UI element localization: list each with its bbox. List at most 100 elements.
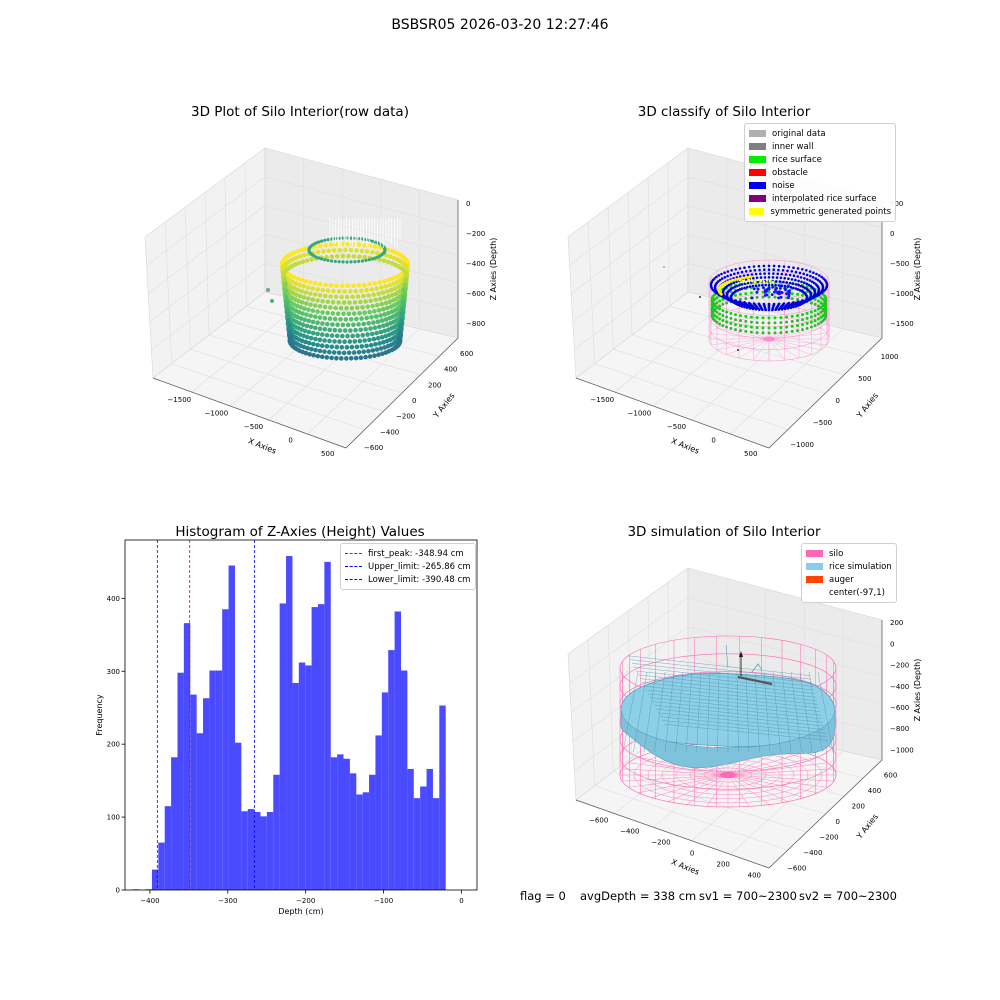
p1-point <box>349 344 355 350</box>
p2-noise-point <box>812 271 815 275</box>
p1-point <box>283 281 288 287</box>
p2-symmetric-point <box>771 280 775 284</box>
p2-noise-point <box>788 281 792 285</box>
p1-point <box>328 294 333 299</box>
legend-entry: obstacle <box>749 166 891 179</box>
p2-noise-point <box>780 272 784 276</box>
p2-noise-point <box>762 286 765 290</box>
p2-rice-point <box>819 315 823 319</box>
p1-point <box>343 317 349 322</box>
p2-noise-point <box>802 281 806 285</box>
p4-rice-mesh <box>635 670 815 691</box>
p2-noise-point <box>720 277 724 280</box>
p1-point <box>334 333 340 339</box>
p1-point <box>362 282 367 288</box>
p2-rice-point <box>796 329 799 333</box>
p2-x-tick: −1500 <box>590 396 614 404</box>
histogram-x-tick: −300 <box>218 897 237 905</box>
p2-rice-point <box>816 317 820 321</box>
histogram-bar <box>266 811 274 890</box>
p2-noise-point <box>740 287 744 290</box>
p1-point <box>379 301 385 307</box>
p1-point <box>385 305 390 311</box>
p1-point <box>370 257 374 261</box>
p2-symmetric-point <box>747 278 751 282</box>
p1-point <box>370 239 374 243</box>
p2-noise-point <box>776 272 779 276</box>
p1-point <box>320 310 325 315</box>
p2-x-tick: 0 <box>711 436 715 444</box>
p1-point <box>345 241 351 247</box>
p2-original-point <box>737 349 739 351</box>
p1-point <box>372 244 378 249</box>
p2-rice-point <box>816 312 820 316</box>
p1-point <box>341 311 346 317</box>
p1-point <box>390 276 395 282</box>
p2-noise-point <box>787 296 790 300</box>
p2-symmetric-point <box>744 276 748 279</box>
p4-rice-mesh <box>675 671 684 753</box>
p1-point <box>317 326 323 332</box>
p2-y-tick: −500 <box>813 419 832 427</box>
p2-noise-point <box>770 293 774 296</box>
p1-point <box>389 309 395 315</box>
p2-noise-point <box>794 287 798 290</box>
p2-rice-point <box>744 329 748 333</box>
p4-rice-mesh <box>736 671 739 753</box>
p1-point <box>270 299 274 303</box>
p1-point <box>350 294 356 300</box>
p2-grid-y <box>627 192 826 394</box>
histogram-x-tick: −400 <box>140 897 159 905</box>
p4-center-arrow <box>739 651 743 657</box>
p1-point <box>367 337 372 343</box>
p1-point <box>301 284 307 289</box>
p1-point <box>298 305 303 310</box>
p1-point <box>308 302 313 308</box>
p2-noise-point <box>777 264 781 268</box>
p2-y-tick: −1000 <box>790 441 814 449</box>
p2-rice-point <box>755 295 759 299</box>
p2-noise-point <box>784 273 788 276</box>
p4-rice-mesh <box>772 671 781 753</box>
p1-point <box>325 310 330 316</box>
histogram-legend: first_peak: -348.94 cm Upper_limit: -265.… <box>340 543 476 590</box>
p2-noise-point <box>759 272 762 276</box>
p1-point <box>356 322 361 327</box>
p1-point <box>345 322 351 328</box>
p2-noise-point <box>765 293 769 297</box>
p1-point <box>266 288 270 292</box>
p1-point <box>373 314 379 319</box>
p2-noise-point <box>757 264 761 268</box>
histogram-frame <box>124 539 478 891</box>
p2-noise-point <box>805 282 808 286</box>
p1-point <box>331 350 337 355</box>
histogram-bar <box>407 768 414 890</box>
histogram-x-tick: 0 <box>459 897 463 905</box>
p1-point <box>295 276 300 282</box>
p1-point <box>367 258 371 262</box>
p1-point <box>378 346 384 351</box>
p1-point <box>322 349 327 354</box>
p2-rice-point <box>729 316 733 320</box>
p2-noise-point <box>771 276 775 279</box>
p2-noise-point <box>777 308 781 311</box>
p4-rice-mesh <box>643 671 657 753</box>
p1-point <box>297 282 303 288</box>
p1-point <box>317 293 323 298</box>
p1-point <box>363 354 368 360</box>
p4-y-tick: −200 <box>819 833 838 841</box>
p2-noise-point <box>774 308 777 312</box>
p1-point <box>282 277 287 282</box>
p2-rice-point <box>721 309 725 313</box>
legend-swatch <box>806 576 823 583</box>
p1-point <box>323 293 328 299</box>
p1-point <box>357 310 362 316</box>
p1-point <box>376 291 381 297</box>
p2-z-tick: 0 <box>890 230 894 238</box>
p1-point <box>323 242 328 248</box>
p2-symmetric-point <box>759 279 763 283</box>
p2-noise-point <box>735 280 738 284</box>
histogram-bar <box>432 798 440 891</box>
p2-rice-point <box>744 292 748 296</box>
p2-noise-point <box>801 268 804 271</box>
